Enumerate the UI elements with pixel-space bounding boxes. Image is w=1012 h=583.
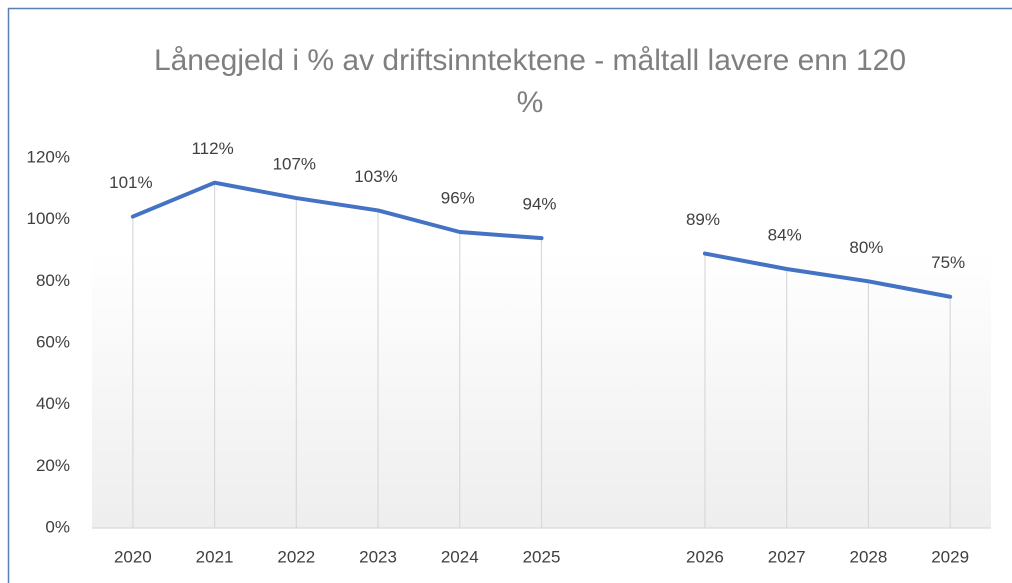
data-label: 80% xyxy=(849,238,883,257)
x-tick-label: 2025 xyxy=(523,547,561,566)
x-tick-label: 2020 xyxy=(114,547,152,566)
x-tick-label: 2028 xyxy=(849,547,887,566)
x-tick-label: 2026 xyxy=(686,547,724,566)
data-label: 75% xyxy=(931,253,965,272)
y-tick-label: 0% xyxy=(45,517,70,536)
data-label: 89% xyxy=(686,210,720,229)
data-label: 94% xyxy=(522,195,556,214)
y-tick-label: 20% xyxy=(36,456,70,475)
data-label: 107% xyxy=(273,155,316,174)
y-tick-label: 100% xyxy=(27,209,70,228)
line xyxy=(130,180,953,299)
x-tick-label: 2024 xyxy=(441,547,479,566)
x-tick-label: 2029 xyxy=(931,547,969,566)
y-tick-label: 80% xyxy=(36,271,70,290)
x-tick-label: 2021 xyxy=(196,547,234,566)
x-tick-label: 2023 xyxy=(359,547,397,566)
chart-title: Lånegjeld i % av driftsinntektene - målt… xyxy=(153,44,907,119)
y-tick-label: 60% xyxy=(36,332,70,351)
data-label: 101% xyxy=(109,173,152,192)
x-tick-label: 2027 xyxy=(768,547,806,566)
data-label: 112% xyxy=(191,139,233,158)
data-label: 103% xyxy=(354,167,397,186)
data-label: 96% xyxy=(441,188,475,207)
y-tick-label: 40% xyxy=(36,394,70,413)
data-label: 84% xyxy=(768,225,802,244)
x-tick-label: 2022 xyxy=(277,547,315,566)
chart-border xyxy=(7,7,1012,583)
y-tick-label: 120% xyxy=(27,147,70,166)
